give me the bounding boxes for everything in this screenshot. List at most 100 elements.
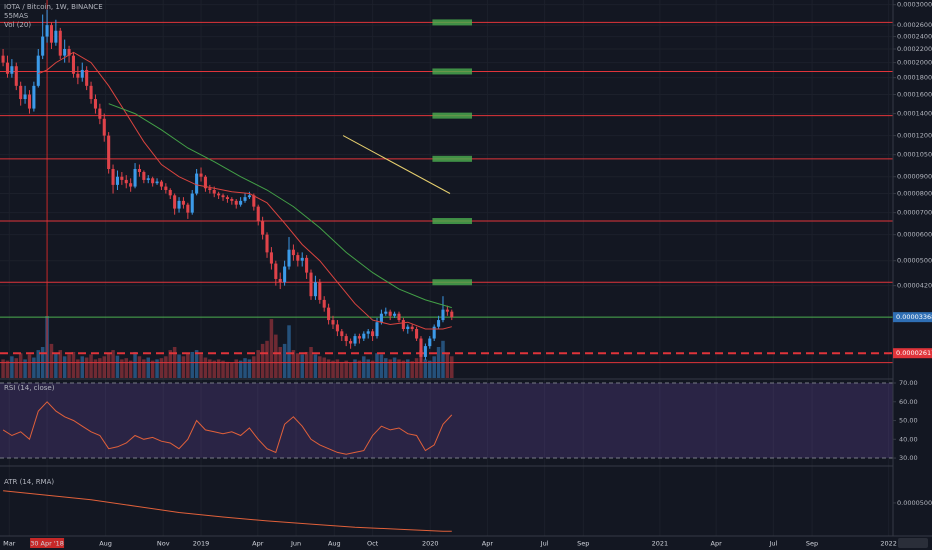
candle-body (186, 204, 190, 213)
volume-bar (106, 353, 111, 378)
volume-bar (10, 356, 14, 378)
settings-button[interactable] (898, 538, 928, 548)
volume-bar (212, 360, 216, 378)
last-price-label-box (893, 312, 932, 323)
candle-body (445, 309, 449, 312)
candle-body (415, 328, 419, 339)
candle-body (230, 199, 234, 201)
volume-bar (243, 358, 247, 378)
axis-layer: Mar 30 Apr '18 Aug Nov 2019 Apr Jun Aug Oct 2020 A… (3, 1, 932, 548)
candle-body (428, 338, 432, 347)
rsi-title: RSI (14, close) (4, 384, 55, 392)
atr-line (3, 490, 452, 532)
volume-bar (322, 357, 326, 378)
candle-body (331, 320, 335, 325)
atr-title: ATR (14, RMA) (4, 478, 54, 486)
candle-body (190, 193, 194, 213)
volume-bar (384, 358, 388, 378)
candle-body (208, 188, 212, 191)
volume-bar (5, 360, 10, 378)
volume-bar (181, 356, 186, 378)
candle-body (357, 336, 361, 339)
volume-bar (102, 356, 107, 378)
volume-bar (133, 351, 137, 378)
volume-bar (362, 356, 366, 378)
volume-bar (340, 361, 344, 378)
candle-body (305, 257, 309, 273)
volume-bar (392, 357, 397, 378)
candle-body (49, 25, 54, 43)
x-tick-label: 2019 (193, 540, 210, 548)
x-tick-label: Sep (806, 540, 818, 548)
volume-bar (194, 350, 199, 378)
volume-bar (150, 360, 155, 378)
candle-body (437, 320, 441, 327)
candle-body (151, 178, 155, 184)
volume-bar (353, 359, 357, 378)
candle-body (353, 336, 357, 344)
volume-bar (71, 351, 76, 378)
candle-body (234, 200, 238, 205)
volume-bar (379, 354, 384, 378)
rsi-tick-label: 50.00 (899, 417, 918, 425)
volume-bar (450, 356, 454, 378)
level-box (432, 155, 473, 162)
volume-bar (111, 350, 115, 378)
candle-body (107, 135, 111, 169)
candle-body (111, 168, 115, 185)
volume-bar (67, 354, 71, 378)
volume-bar (142, 359, 146, 378)
candle-body (340, 331, 344, 337)
x-tick-label: Nov (157, 540, 170, 548)
candle-body (327, 307, 331, 321)
candle-body (384, 311, 388, 314)
volume-bar (216, 359, 221, 378)
candle-body (225, 197, 229, 200)
volume-bar (225, 361, 230, 378)
volume-bar (291, 350, 296, 378)
moving-average (108, 103, 452, 309)
candle-body (335, 324, 339, 332)
candle-body (274, 263, 278, 279)
candle-body (366, 331, 370, 334)
dashed-level-label-box (893, 348, 932, 359)
candle-body (54, 30, 58, 43)
volume-bar (190, 351, 194, 378)
volume-bar (269, 319, 274, 378)
candle-body (287, 249, 291, 267)
volume-bar (406, 359, 410, 378)
level-box (432, 68, 473, 75)
candle-body (397, 313, 401, 321)
volume-bar (58, 350, 63, 378)
indicator-label: Vol (20) (4, 21, 31, 29)
rsi-line (2, 401, 453, 455)
volume-bar (62, 356, 67, 378)
candle-body (177, 200, 181, 209)
x-tick-label: Aug (328, 540, 341, 548)
candle-body (36, 55, 40, 86)
candle-body (85, 69, 89, 86)
candle-body (401, 320, 405, 329)
volume-bar (423, 359, 428, 378)
candle-body (309, 272, 313, 297)
candle-body (195, 173, 199, 194)
candle-body (296, 255, 300, 261)
volume-bar (177, 354, 181, 378)
volume-bar (274, 334, 278, 378)
volume-bar (159, 358, 164, 378)
candle-body (388, 311, 392, 316)
x-tick-label: Jun (290, 540, 301, 548)
candle-body (203, 176, 207, 189)
candle-body (441, 309, 445, 321)
candle-body (406, 326, 410, 329)
x-tick-label: 2022 (880, 540, 897, 548)
volume-bar (89, 354, 93, 378)
